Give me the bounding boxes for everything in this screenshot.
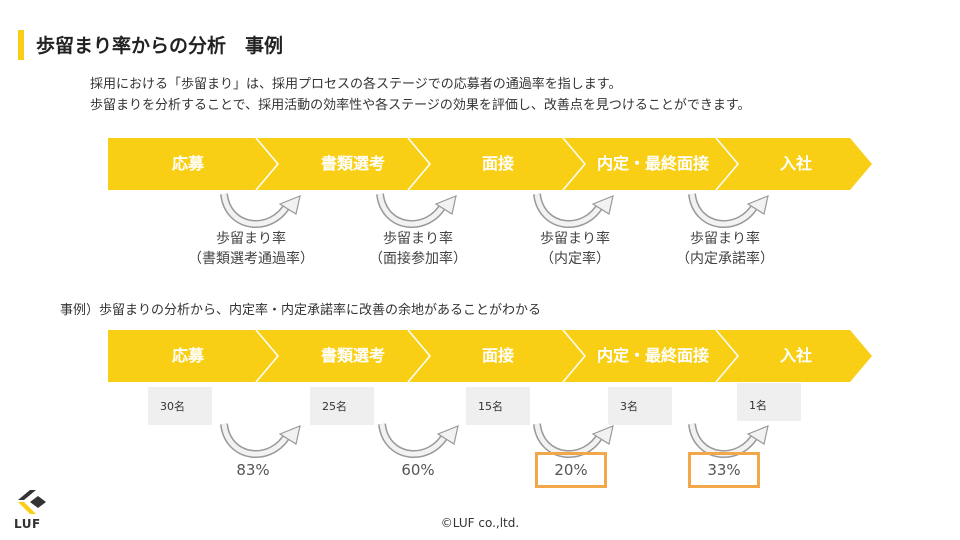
- rate-label-detail: （書類選考通過率）: [188, 251, 314, 267]
- stage-interview: 面接: [481, 346, 514, 365]
- example-text: 事例）歩留まりの分析から、内定率・内定承諾率に改善の余地があることがわかる: [60, 303, 542, 318]
- stage-offer-final-interview: 内定・最終面接: [596, 154, 709, 173]
- stage-apply: 応募: [171, 346, 204, 365]
- stage-join: 入社: [779, 154, 812, 173]
- rate-label-title: 歩留まり率: [540, 231, 610, 247]
- stage-offer-final-interview: 内定・最終面接: [596, 346, 709, 365]
- process-flow-top: 応募 書類選考 面接 内定・最終面接 入社: [108, 138, 872, 190]
- count-join: 1名: [737, 383, 801, 421]
- intro-line-2: 歩留まりを分析することで、採用活動の効率性や各ステージの効果を評価し、改善点を見…: [90, 98, 751, 113]
- curved-arrow-icon: [220, 423, 301, 459]
- logo-text: LUF: [14, 517, 41, 531]
- rate-label-offer: 歩留まり率 （内定率）: [495, 229, 655, 269]
- pass-rate-offer: 20%: [535, 452, 607, 488]
- rate-label-interview: 歩留まり率 （面接参加率）: [338, 229, 498, 269]
- stage-interview: 面接: [481, 154, 514, 173]
- intro-line-1: 採用における「歩留まり」は、採用プロセスの各ステージでの応募者の通過率を指します…: [90, 77, 622, 92]
- stage-document-screening: 書類選考: [320, 346, 385, 365]
- pass-rate-acceptance: 33%: [688, 452, 760, 488]
- rate-label-detail: （面接参加率）: [369, 251, 467, 267]
- process-flow-example: 応募 書類選考 面接 内定・最終面接 入社: [108, 330, 872, 382]
- rate-label-detail: （内定承諾率）: [676, 251, 774, 267]
- count-offer: 3名: [608, 387, 672, 425]
- stage-apply: 応募: [171, 154, 204, 173]
- pass-rate-document: 83%: [236, 461, 270, 479]
- stage-join: 入社: [779, 346, 812, 365]
- count-document-screening: 25名: [310, 387, 374, 425]
- rate-label-detail: （内定率）: [540, 251, 610, 267]
- rate-label-acceptance: 歩留まり率 （内定承諾率）: [645, 229, 805, 269]
- curved-arrow-icon: [220, 193, 301, 229]
- stage-document-screening: 書類選考: [320, 154, 385, 173]
- pass-rate-interview: 60%: [401, 461, 435, 479]
- curved-arrow-icon: [533, 193, 614, 229]
- curved-arrow-icon: [378, 423, 459, 459]
- process-flow-background: [108, 330, 872, 382]
- process-flow-background: [108, 138, 872, 190]
- rate-label-title: 歩留まり率: [383, 231, 453, 247]
- curved-arrow-icon: [688, 193, 769, 229]
- count-interview: 15名: [466, 387, 530, 425]
- rate-label-document: 歩留まり率 （書類選考通過率）: [171, 229, 331, 269]
- page-title: 歩留まり率からの分析 事例: [36, 35, 284, 57]
- copyright: ©LUF co.,ltd.: [440, 516, 520, 530]
- curved-arrow-icon: [376, 193, 457, 229]
- luf-logo-icon: [18, 490, 46, 514]
- rate-label-title: 歩留まり率: [690, 231, 760, 247]
- title-accent-bar: [18, 30, 24, 60]
- count-apply: 30名: [148, 387, 212, 425]
- rate-label-title: 歩留まり率: [216, 231, 286, 247]
